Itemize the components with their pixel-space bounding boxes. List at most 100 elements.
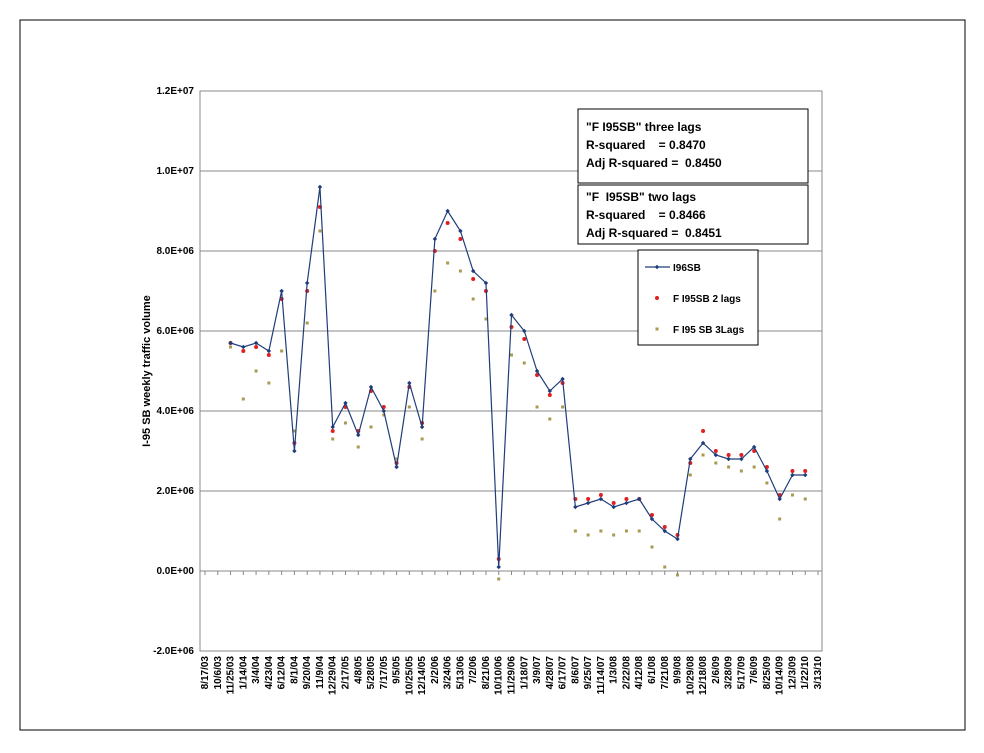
data-point bbox=[318, 229, 322, 233]
x-tick-label: 8/6/07 bbox=[570, 656, 581, 684]
legend-marker bbox=[655, 296, 659, 300]
x-tick-label: 8/25/09 bbox=[762, 656, 773, 690]
data-point bbox=[304, 280, 310, 286]
data-point bbox=[650, 545, 654, 549]
x-tick-label: 2/6/09 bbox=[711, 656, 722, 684]
x-tick-label: 1/18/07 bbox=[519, 656, 530, 690]
data-point bbox=[560, 376, 565, 382]
x-tick-label: 12/3/09 bbox=[787, 656, 798, 690]
data-point bbox=[395, 457, 399, 461]
data-point bbox=[266, 353, 271, 357]
x-tick-label: 3/13/10 bbox=[813, 656, 824, 690]
data-point bbox=[649, 513, 654, 517]
x-tick-label: 10/10/06 bbox=[494, 656, 505, 695]
data-point bbox=[253, 340, 259, 346]
data-point bbox=[624, 497, 629, 501]
x-tick-label: 9/5/05 bbox=[392, 656, 403, 684]
data-point bbox=[458, 237, 463, 241]
x-tick-label: 11/14/07 bbox=[596, 656, 607, 695]
x-tick-label: 2/22/08 bbox=[621, 656, 632, 690]
annotation-text: R-squared = 0.8470 bbox=[586, 138, 706, 152]
data-point bbox=[573, 529, 577, 533]
x-tick-label: 4/23/04 bbox=[264, 656, 275, 690]
data-point bbox=[343, 421, 347, 425]
data-point bbox=[534, 368, 540, 374]
data-point bbox=[637, 529, 641, 533]
series-0 bbox=[228, 184, 808, 570]
data-point bbox=[701, 429, 706, 433]
data-point bbox=[292, 448, 297, 454]
x-tick-label: 8/1/04 bbox=[289, 656, 300, 684]
data-point bbox=[765, 481, 769, 485]
x-tick-label: 11/29/06 bbox=[507, 656, 518, 695]
x-tick-label: 11/25/03 bbox=[226, 656, 237, 695]
x-tick-label: 9/25/07 bbox=[583, 656, 594, 690]
data-point bbox=[445, 208, 450, 214]
data-point bbox=[803, 469, 808, 473]
data-point bbox=[598, 493, 603, 497]
x-tick-label: 1/14/04 bbox=[238, 656, 249, 690]
annotation-text: R-squared = 0.8466 bbox=[586, 208, 706, 222]
data-point bbox=[676, 573, 680, 577]
x-tick-label: 1/22/10 bbox=[800, 656, 811, 690]
x-tick-label: 10/29/08 bbox=[685, 656, 696, 695]
data-point bbox=[688, 473, 692, 477]
data-point bbox=[330, 424, 335, 430]
data-point bbox=[331, 437, 335, 441]
data-point bbox=[292, 429, 296, 433]
data-point bbox=[713, 452, 719, 458]
data-point bbox=[394, 464, 399, 470]
y-tick-label: 4.0E+06 bbox=[156, 406, 194, 417]
data-point bbox=[663, 565, 667, 569]
x-tick-label: 9/9/08 bbox=[673, 656, 684, 684]
x-tick-label: 3/24/06 bbox=[443, 656, 454, 690]
data-point bbox=[368, 384, 374, 390]
data-point bbox=[522, 361, 526, 365]
data-point bbox=[598, 496, 604, 502]
x-tick-label: 6/12/04 bbox=[277, 656, 288, 690]
y-tick-label: 2.0E+06 bbox=[156, 486, 194, 497]
x-tick-label: 10/6/03 bbox=[213, 656, 224, 690]
data-point bbox=[790, 469, 795, 473]
data-point bbox=[280, 349, 284, 353]
data-point bbox=[777, 496, 782, 502]
x-tick-label: 8/21/06 bbox=[481, 656, 492, 690]
annotation-text: Adj R-squared = 0.8451 bbox=[586, 226, 722, 240]
data-point bbox=[751, 444, 757, 450]
x-tick-label: 11/9/04 bbox=[315, 656, 326, 689]
x-tick-label: 4/8/05 bbox=[353, 656, 364, 684]
data-point bbox=[330, 429, 335, 433]
x-tick-label: 5/13/06 bbox=[455, 656, 466, 690]
data-point bbox=[433, 289, 437, 293]
data-point bbox=[714, 461, 718, 465]
data-point bbox=[407, 405, 411, 409]
x-tick-label: 12/18/08 bbox=[698, 656, 709, 695]
x-tick-label: 10/14/09 bbox=[775, 656, 786, 695]
legend-label: F I95SB 2 lags bbox=[673, 294, 741, 305]
data-point bbox=[343, 400, 348, 406]
data-point bbox=[713, 449, 718, 453]
data-point bbox=[229, 345, 233, 349]
data-point bbox=[624, 529, 628, 533]
data-point bbox=[585, 500, 591, 506]
data-point bbox=[420, 437, 424, 441]
data-point bbox=[624, 500, 629, 506]
y-tick-label: 8.0E+06 bbox=[156, 246, 194, 257]
y-tick-label: 1.0E+07 bbox=[156, 166, 194, 177]
data-point bbox=[356, 445, 360, 449]
data-point bbox=[561, 405, 565, 409]
data-point bbox=[612, 533, 616, 537]
x-tick-label: 3/4/04 bbox=[251, 656, 262, 684]
data-point bbox=[419, 424, 425, 430]
data-point bbox=[548, 417, 552, 421]
data-point bbox=[446, 261, 450, 265]
data-point bbox=[241, 344, 246, 350]
data-point bbox=[470, 268, 476, 274]
data-point bbox=[483, 280, 489, 286]
data-point bbox=[739, 453, 744, 457]
x-tick-label: 8/17/03 bbox=[200, 656, 211, 690]
data-point bbox=[458, 269, 462, 273]
data-point bbox=[381, 408, 386, 414]
legend-label: F I95 SB 3Lags bbox=[673, 325, 745, 336]
